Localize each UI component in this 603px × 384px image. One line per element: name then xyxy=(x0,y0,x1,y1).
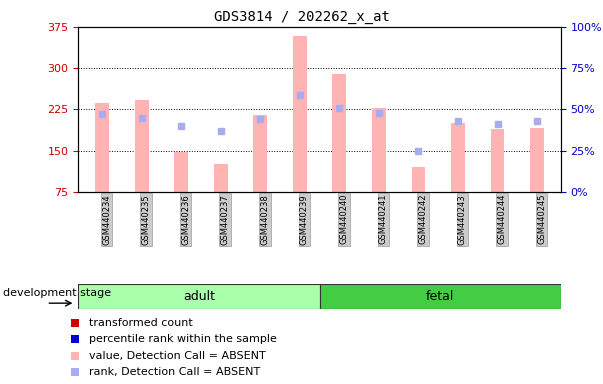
Text: GSM440238: GSM440238 xyxy=(260,194,270,245)
Bar xyxy=(174,152,188,192)
Text: percentile rank within the sample: percentile rank within the sample xyxy=(89,334,276,344)
Text: GSM440245: GSM440245 xyxy=(537,194,546,245)
Bar xyxy=(451,123,465,192)
Text: GSM440240: GSM440240 xyxy=(339,194,349,245)
Bar xyxy=(293,36,307,192)
Text: GSM440234: GSM440234 xyxy=(102,194,111,245)
Text: GSM440237: GSM440237 xyxy=(221,194,230,245)
Bar xyxy=(530,127,544,192)
Bar xyxy=(214,164,228,192)
Text: adult: adult xyxy=(183,290,215,303)
Bar xyxy=(253,115,267,192)
Bar xyxy=(95,103,109,192)
Bar xyxy=(332,74,346,192)
Bar xyxy=(491,129,505,192)
Text: GSM440243: GSM440243 xyxy=(458,194,467,245)
Text: value, Detection Call = ABSENT: value, Detection Call = ABSENT xyxy=(89,351,265,361)
Text: GDS3814 / 202262_x_at: GDS3814 / 202262_x_at xyxy=(213,10,390,23)
Text: fetal: fetal xyxy=(426,290,455,303)
Text: GSM440244: GSM440244 xyxy=(497,194,507,245)
Text: GSM440236: GSM440236 xyxy=(181,194,190,245)
Text: rank, Detection Call = ABSENT: rank, Detection Call = ABSENT xyxy=(89,367,260,377)
Bar xyxy=(372,108,386,192)
Text: GSM440242: GSM440242 xyxy=(418,194,428,245)
Bar xyxy=(411,167,425,192)
Text: transformed count: transformed count xyxy=(89,318,192,328)
Text: GSM440235: GSM440235 xyxy=(142,194,151,245)
Bar xyxy=(78,284,320,309)
Bar xyxy=(320,284,561,309)
Text: GSM440241: GSM440241 xyxy=(379,194,388,245)
Text: development stage: development stage xyxy=(3,288,111,298)
Text: GSM440239: GSM440239 xyxy=(300,194,309,245)
Bar xyxy=(134,99,148,192)
